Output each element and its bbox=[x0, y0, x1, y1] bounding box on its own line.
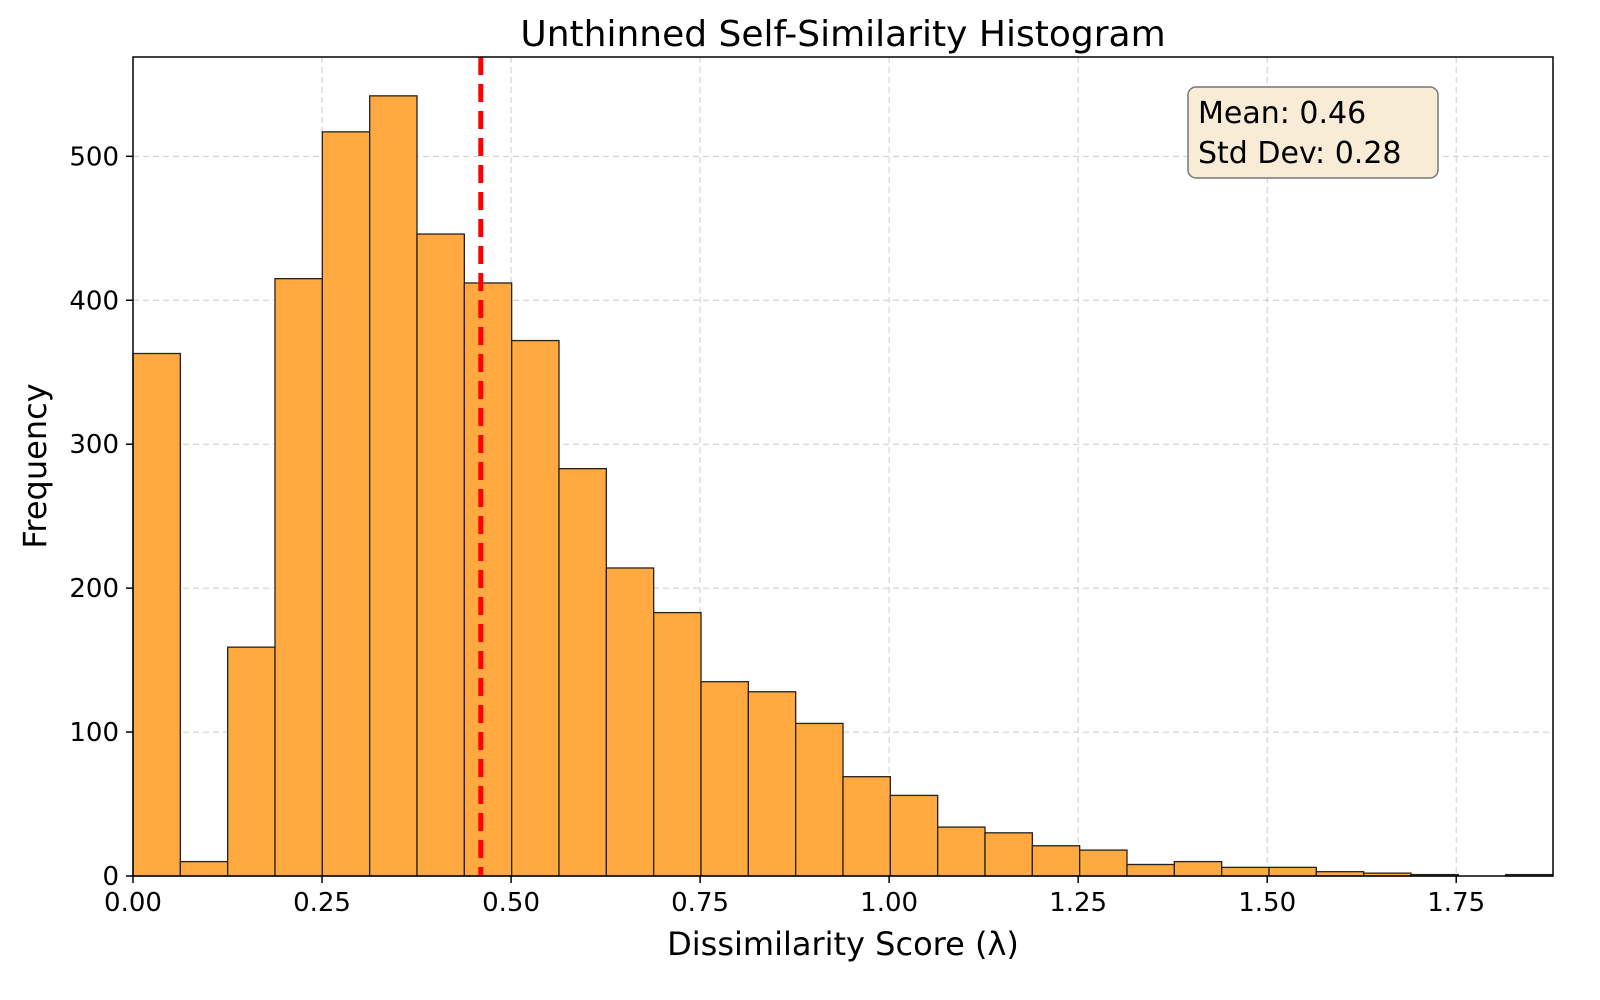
histogram-bar bbox=[1221, 866, 1270, 877]
x-ticks: 0.00 0.25 0.50 0.75 1.00 1.25 1.50 1.75 bbox=[104, 876, 1485, 918]
mean-text: Mean: 0.46 bbox=[1198, 96, 1366, 131]
y-tick-label: 300 bbox=[69, 430, 119, 460]
histogram-bar bbox=[1031, 845, 1081, 877]
x-tick-label: 0.00 bbox=[104, 888, 162, 918]
histogram-bar bbox=[1079, 849, 1128, 877]
histogram-bar bbox=[795, 722, 844, 877]
histogram-bar bbox=[653, 611, 702, 877]
histogram-bar bbox=[463, 282, 513, 877]
chart-title: Unthinned Self-Similarity Histogram bbox=[520, 14, 1165, 55]
histogram-bar bbox=[842, 776, 891, 877]
x-tick-label: 1.50 bbox=[1238, 888, 1296, 918]
histogram-bar bbox=[227, 646, 276, 877]
histogram-bar bbox=[937, 826, 986, 877]
stats-annotation: Mean: 0.46 Std Dev: 0.28 bbox=[1187, 86, 1439, 179]
x-tick-label: 0.75 bbox=[671, 888, 729, 918]
histogram-bar bbox=[605, 567, 655, 877]
histogram-bar bbox=[984, 832, 1033, 877]
x-tick-label: 0.25 bbox=[293, 888, 351, 918]
plot-frame bbox=[132, 56, 1554, 877]
bars bbox=[132, 95, 1554, 877]
histogram-bar bbox=[369, 95, 418, 877]
y-tick-label: 0 bbox=[102, 862, 119, 892]
histogram-bar bbox=[274, 278, 323, 877]
x-tick-label: 0.50 bbox=[482, 888, 540, 918]
std-dev-text: Std Dev: 0.28 bbox=[1198, 136, 1402, 171]
histogram-bar bbox=[179, 860, 229, 877]
histogram-bar bbox=[889, 794, 939, 877]
y-tick-label: 200 bbox=[69, 574, 119, 604]
x-axis-label: Dissimilarity Score (λ) bbox=[667, 925, 1019, 963]
histogram-bar bbox=[747, 691, 797, 877]
histogram-bar bbox=[511, 339, 560, 877]
histogram-bar bbox=[321, 131, 371, 877]
histogram-bar bbox=[1126, 863, 1175, 877]
y-tick-label: 100 bbox=[69, 718, 119, 748]
y-tick-label: 500 bbox=[69, 142, 119, 172]
stats-box bbox=[1187, 86, 1439, 179]
x-tick-label: 1.75 bbox=[1427, 888, 1485, 918]
histogram-bar bbox=[558, 468, 607, 877]
histogram-bar bbox=[416, 233, 465, 877]
y-axis-label: Frequency bbox=[16, 383, 54, 548]
histogram-bar bbox=[132, 352, 181, 877]
x-tick-label: 1.00 bbox=[860, 888, 918, 918]
x-tick-label: 1.25 bbox=[1049, 888, 1107, 918]
histogram-bar bbox=[1268, 866, 1317, 877]
y-ticks: 0 100 200 300 400 500 bbox=[69, 142, 133, 892]
histogram-bar bbox=[1173, 860, 1223, 877]
y-tick-label: 400 bbox=[69, 286, 119, 316]
histogram-bar bbox=[700, 681, 749, 877]
